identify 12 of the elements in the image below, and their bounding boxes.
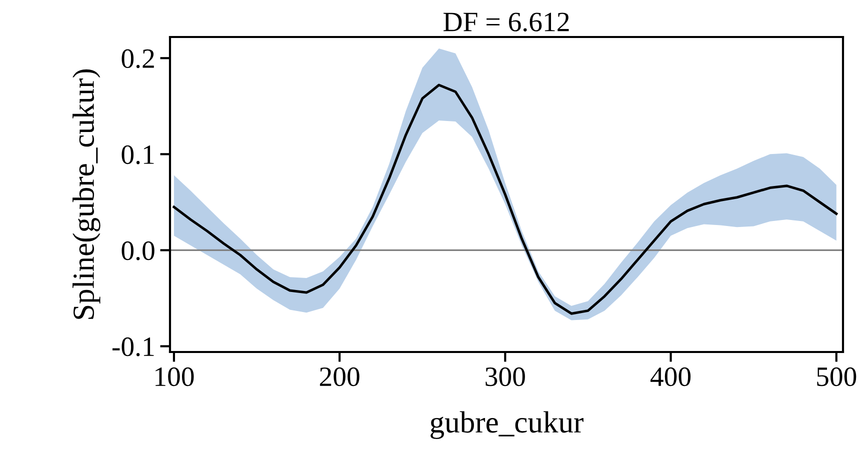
y-axis-title: Spline(gubre_cukur): [72, 69, 100, 319]
x-axis-title: gubre_cukur: [430, 411, 584, 440]
y-tick-label: -0.1: [112, 337, 154, 356]
y-tick-label: 0.1: [122, 145, 154, 164]
chart-title: DF = 6.612: [444, 12, 569, 32]
x-tick-label: 300: [486, 367, 525, 386]
x-tick-label: 500: [817, 367, 856, 386]
x-tick-label: 100: [156, 367, 194, 386]
x-tick-label: 400: [650, 367, 691, 386]
x-tick-label: 200: [320, 367, 360, 386]
y-tick-label: 0.0: [122, 241, 154, 260]
y-tick-label: 0.2: [122, 49, 154, 68]
